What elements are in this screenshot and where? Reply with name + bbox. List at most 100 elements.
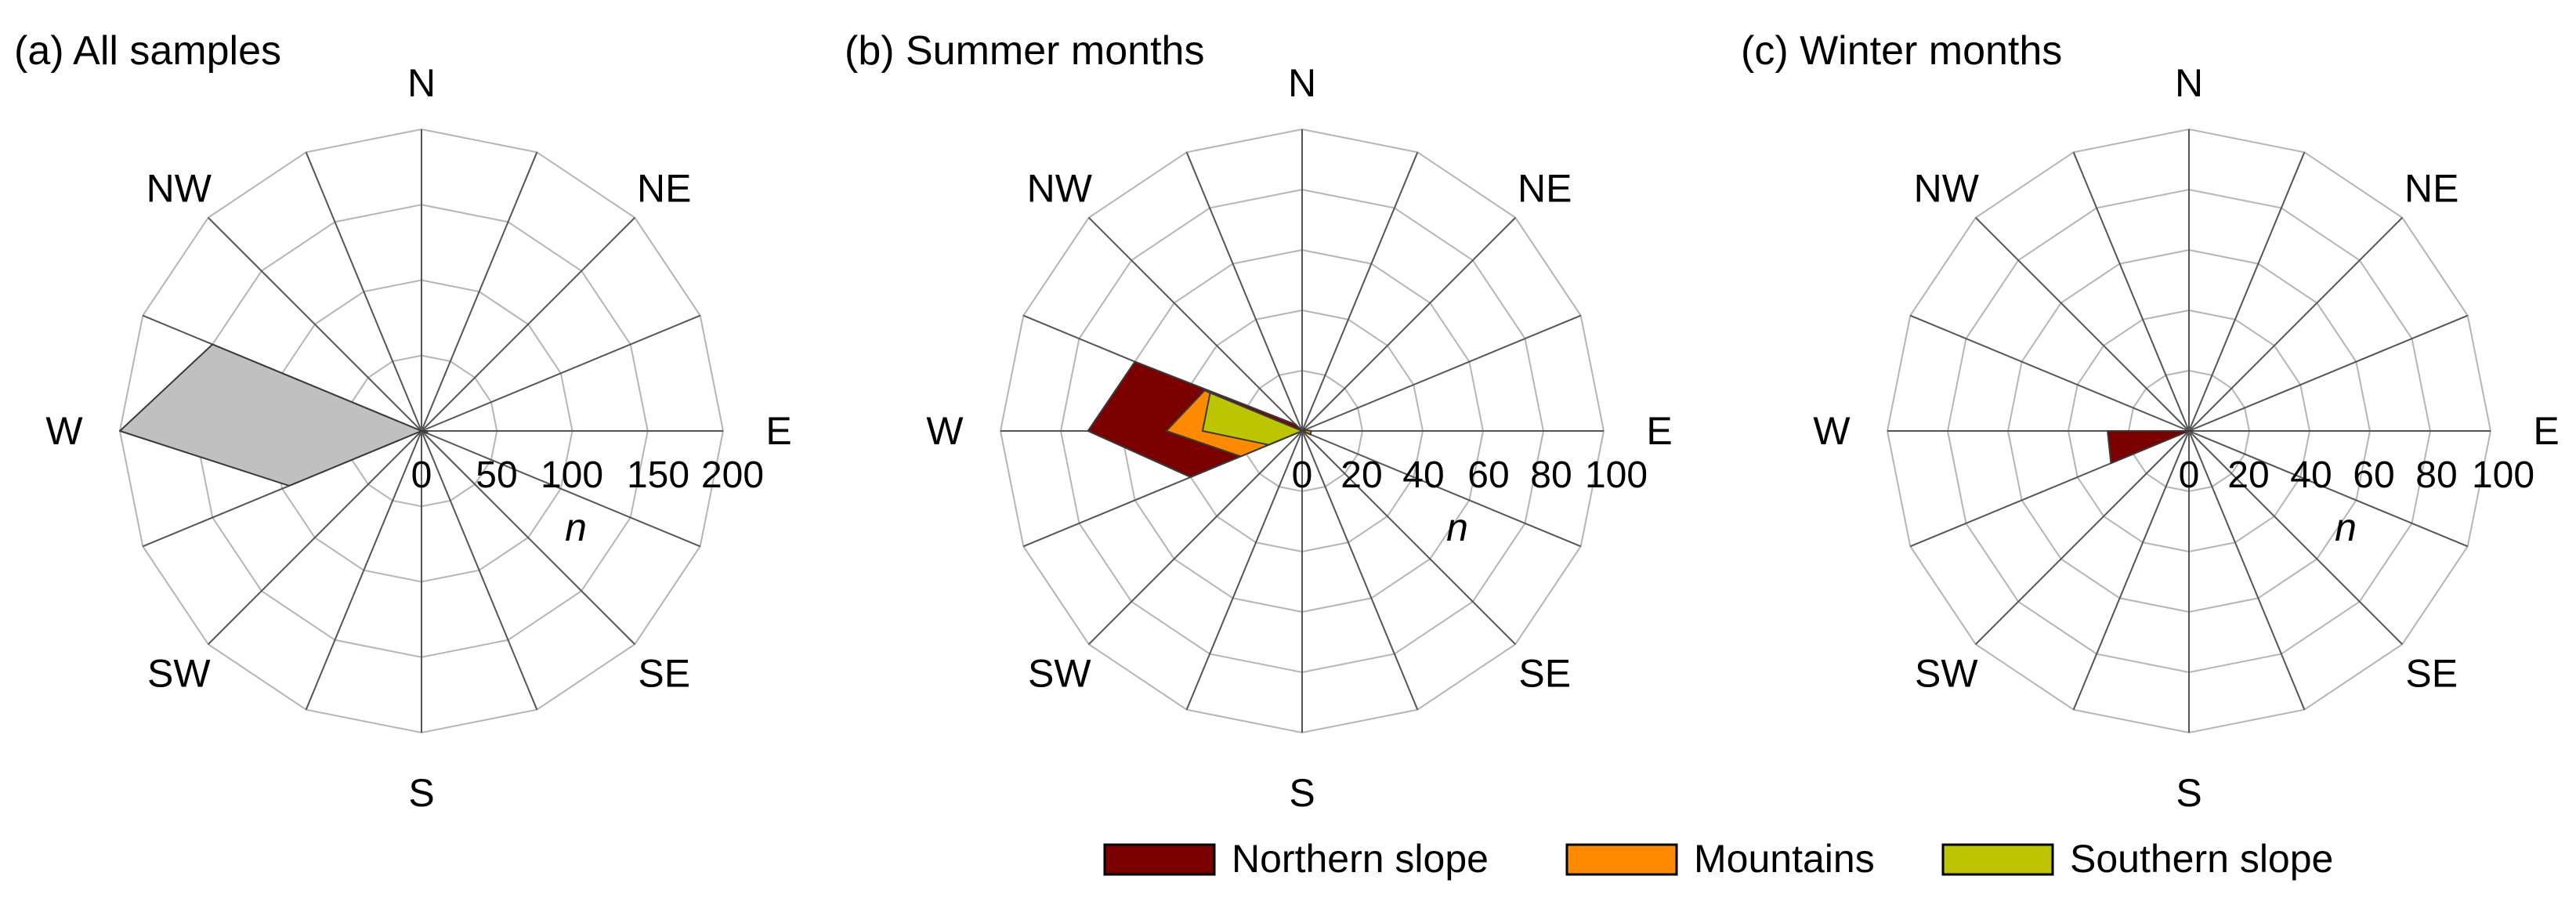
tick-label: 50	[476, 454, 517, 496]
radial-axis-unit: n	[2335, 505, 2357, 549]
tick-label: 80	[2415, 454, 2457, 496]
radial-grid	[999, 128, 1605, 734]
grid-spoke	[2188, 151, 2306, 432]
direction-label-sw: SW	[1915, 652, 1978, 696]
panel-title: (a) All samples	[14, 28, 281, 74]
grid-spoke	[2188, 217, 2403, 432]
direction-label-n: N	[407, 61, 436, 105]
grid-spoke	[1975, 217, 2190, 432]
grid-spoke	[1301, 430, 1516, 645]
grid-spoke	[1301, 151, 1419, 432]
data-series	[2107, 430, 2193, 465]
direction-label-w: W	[1813, 409, 1851, 453]
direction-labels: N NE E SE S SW W NW	[926, 61, 1672, 815]
grid-spoke	[421, 314, 701, 432]
grid-spoke	[2072, 151, 2190, 432]
legend-item-northern-slope: Northern slope	[1103, 837, 1489, 881]
grid-spoke	[2188, 314, 2469, 432]
grid-spoke	[208, 430, 422, 645]
panel-title: (b) Summer months	[845, 28, 1204, 74]
grid-spoke	[2188, 430, 2403, 645]
tick-label: 20	[2227, 454, 2269, 496]
tick-label: 80	[1530, 454, 1572, 496]
direction-label-ne: NE	[2404, 166, 2458, 210]
grid-spoke	[208, 217, 422, 432]
tick-label: 150	[627, 454, 689, 496]
direction-label-e: E	[1646, 409, 1672, 453]
tick-label: 40	[1402, 454, 1444, 496]
grid-spoke	[421, 430, 635, 645]
direction-label-sw: SW	[147, 652, 211, 696]
radial-tick-labels: 0 20 40 60 80 100 n	[1292, 454, 1648, 549]
grid-spoke	[421, 430, 701, 548]
tick-label: 60	[2353, 454, 2394, 496]
radial-grid	[1886, 128, 2492, 734]
legend-swatch	[1103, 843, 1216, 876]
grid-spoke	[421, 430, 538, 711]
tick-label: 60	[1467, 454, 1509, 496]
panel-title: (c) Winter months	[1741, 28, 2062, 74]
radial-axis-unit: n	[565, 505, 587, 549]
tick-label: 40	[2290, 454, 2332, 496]
legend-swatch	[1941, 843, 2054, 876]
panel-summer-months: (b) Summer months N NE E SE S SW W NW 0 20 40 60 80 1…	[845, 28, 1673, 815]
grid-spoke	[305, 151, 422, 432]
radial-tick-labels: 0 50 100 150 200 n	[411, 454, 764, 549]
direction-label-se: SE	[638, 652, 690, 696]
direction-label-n: N	[1288, 61, 1316, 105]
radial-tick-labels: 0 20 40 60 80 100 n	[2179, 454, 2534, 549]
legend-label: Southern slope	[2070, 837, 2333, 881]
grid-spoke	[1088, 430, 1303, 645]
grid-spoke	[1909, 314, 2190, 432]
tick-label: 100	[2472, 454, 2534, 496]
tick-label: 100	[1585, 454, 1648, 496]
grid-spoke	[2188, 430, 2306, 711]
panel-winter-months: (c) Winter months N NE E SE S SW W NW 0 20 40 60 80 1…	[1741, 28, 2560, 815]
series-area-3	[1201, 392, 1306, 446]
direction-label-e: E	[765, 409, 791, 453]
direction-label-s: S	[2176, 771, 2202, 815]
legend-swatch	[1565, 843, 1678, 876]
legend-label: Mountains	[1694, 837, 1875, 881]
grid-spoke	[1975, 430, 2190, 645]
direction-label-ne: NE	[1518, 166, 1572, 210]
grid-spoke	[1301, 217, 1516, 432]
direction-label-n: N	[2175, 61, 2203, 105]
legend: Northern slope Mountains Southern slope	[1103, 837, 2333, 881]
legend-item-southern-slope: Southern slope	[1941, 837, 2333, 881]
tick-label: 0	[411, 454, 432, 496]
grid-spoke	[1301, 430, 1582, 548]
direction-label-w: W	[45, 409, 83, 453]
data-series	[119, 343, 429, 487]
panel-all-samples: (a) All samples N NE E SE S SW W NW 0 50 100 150 200…	[14, 28, 792, 815]
tick-label: 0	[2179, 454, 2200, 496]
radial-axis-unit: n	[1446, 505, 1468, 549]
tick-label: 0	[1292, 454, 1313, 496]
grid-spoke	[2072, 430, 2190, 711]
direction-label-nw: NW	[1914, 166, 1980, 210]
direction-label-ne: NE	[637, 166, 691, 210]
series-area-1	[119, 343, 429, 487]
grid-spoke	[305, 430, 422, 711]
direction-label-nw: NW	[147, 166, 212, 210]
legend-item-mountains: Mountains	[1565, 837, 1875, 881]
direction-label-se: SE	[2405, 652, 2458, 696]
tick-label: 100	[541, 454, 603, 496]
tick-label: 20	[1340, 454, 1382, 496]
direction-label-se: SE	[1518, 652, 1571, 696]
direction-label-s: S	[408, 771, 434, 815]
data-series	[1087, 360, 1312, 478]
grid-spoke	[1185, 151, 1303, 432]
legend-label: Northern slope	[1232, 837, 1489, 881]
direction-labels: N NE E SE S SW W NW	[45, 61, 791, 815]
direction-labels: N NE E SE S SW W NW	[1813, 61, 2559, 815]
direction-label-w: W	[926, 409, 964, 453]
grid-spoke	[2188, 430, 2469, 548]
direction-label-nw: NW	[1027, 166, 1093, 210]
direction-label-e: E	[2533, 409, 2559, 453]
tick-label: 200	[701, 454, 764, 496]
direction-label-s: S	[1289, 771, 1315, 815]
grid-spoke	[1185, 430, 1303, 711]
grid-spoke	[421, 217, 635, 432]
